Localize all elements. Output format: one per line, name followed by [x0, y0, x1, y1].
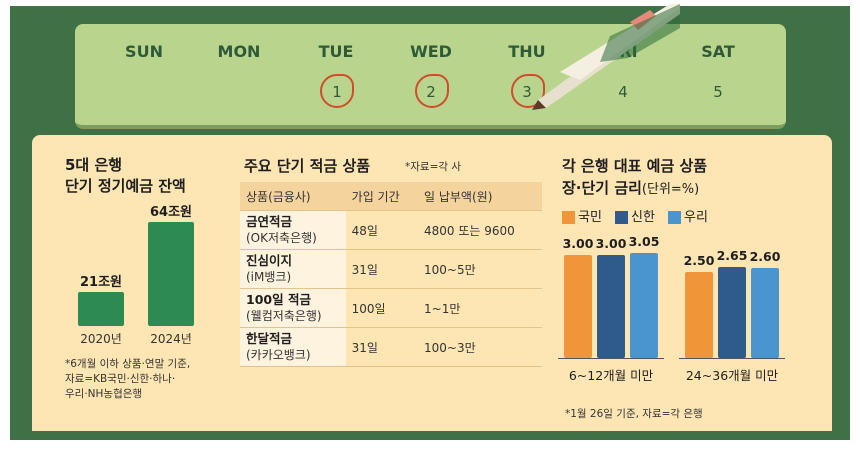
calendar-strip: SUN MON TUE WED THU FRI SAT 1 2 3 4 5 [75, 24, 786, 129]
rates-note: *1월 26일 기준, 자료=각 은행 [565, 408, 703, 420]
date-4: 4 [618, 83, 628, 101]
product-cell: 금연적금 (OK저축은행) [240, 210, 346, 250]
legend-swatch-kookmin [562, 211, 575, 224]
circle-mark-3 [511, 74, 545, 108]
balance-bar [78, 291, 124, 326]
rate-category-label: 24~36개월 미만 [685, 368, 779, 383]
product-bank: (웰컴저축은행) [246, 309, 322, 323]
product-cell: 한달적금 (카카오뱅크) [240, 327, 346, 367]
header-period: 가입 기간 [345, 182, 418, 211]
amount-cell: 100~5만 [418, 249, 542, 289]
rate-value-label: 2.65 [716, 247, 748, 263]
date-1: 1 [332, 83, 342, 101]
product-name: 진심이지 [246, 253, 293, 268]
legend-label-kookmin: 국민 [578, 210, 602, 225]
balance-title-line2: 단기 정기예금 잔액 [65, 177, 186, 195]
product-bank: (OK저축은행) [246, 231, 317, 245]
product-name: 금연적금 [246, 214, 293, 229]
rate-group-baseline [558, 358, 664, 359]
rate-value-label: 3.00 [562, 235, 594, 251]
amount-cell: 1~1만 [418, 288, 542, 328]
rate-group-baseline [679, 358, 785, 359]
header-product: 상품(금융사) [240, 182, 346, 211]
product-bank: (카카오뱅크) [246, 348, 311, 362]
balance-note-2: 자료=KB국민·신한·하나· [65, 373, 176, 385]
rate-value-label: 2.50 [683, 252, 715, 268]
balance-note-1: *6개월 이하 상품·연말 기준, [65, 358, 191, 370]
table-row: 금연적금 (OK저축은행) 48일 4800 또는 9600 [240, 210, 542, 250]
legend-woori: 우리 [668, 210, 708, 225]
day-sat: SAT [701, 42, 735, 61]
product-name: 한달적금 [246, 331, 293, 346]
header-amount: 일 납부액(원) [418, 182, 542, 211]
product-bank: (iM뱅크) [246, 270, 292, 284]
day-thu: THU [508, 42, 546, 61]
rate-value-label: 3.00 [595, 235, 627, 251]
rate-value-label: 2.60 [749, 249, 781, 265]
period-cell: 100일 [345, 288, 418, 328]
balance-value-label: 21조원 [79, 274, 122, 290]
period-cell: 31일 [345, 249, 418, 289]
pencil-icon [532, 4, 680, 110]
legend-swatch-woori [668, 211, 682, 224]
products-table: 상품(금융사) 가입 기간 일 납부액(원) 금연적금 (OK저축은행) 48일 … [240, 182, 542, 367]
date-5: 5 [713, 83, 723, 101]
amount-cell: 4800 또는 9600 [418, 210, 542, 250]
date-3: 3 [522, 83, 532, 101]
rate-bar [597, 254, 625, 358]
rate-bar [685, 271, 713, 358]
products-title: 주요 단기 적금 상품 [244, 157, 371, 175]
rate-category-label: 6~12개월 미만 [568, 368, 654, 383]
balance-year-label: 2024년 [150, 332, 192, 346]
balance-title-line1: 5대 은행 [65, 156, 123, 174]
legend-label-shinhan: 신한 [631, 210, 655, 225]
rates-title-line2: 장·단기 금리(단위=%) [562, 178, 699, 200]
rates-title-text: 장·단기 금리 [562, 179, 642, 197]
circle-mark-1 [320, 74, 354, 108]
period-cell: 48일 [345, 210, 418, 250]
period-cell: 31일 [345, 327, 418, 367]
products-source: *자료=각 사 [405, 161, 462, 173]
rates-title-line1: 각 은행 대표 예금 상품 [562, 157, 708, 175]
day-sun: SUN [125, 42, 163, 61]
day-wed: WED [410, 42, 452, 61]
rate-bar [564, 254, 592, 358]
legend-swatch-shinhan [615, 211, 629, 224]
balance-year-label: 2020년 [80, 332, 122, 346]
legend-label-woori: 우리 [684, 210, 708, 225]
balance-value-label: 64조원 [149, 205, 192, 220]
legend-kookmin: 국민 [562, 210, 602, 225]
product-name: 100일 적금 [246, 292, 311, 307]
balance-note-3: 우리·NH농협은행 [65, 388, 143, 400]
circle-mark-2 [415, 74, 449, 108]
rate-bar [718, 266, 746, 358]
table-row: 진심이지 (iM뱅크) 31일 100~5만 [240, 249, 542, 289]
amount-cell: 100~3만 [418, 327, 542, 367]
product-cell: 100일 적금 (웰컴저축은행) [240, 288, 346, 328]
rates-unit: (단위=%) [641, 182, 700, 197]
rate-bar [751, 268, 779, 358]
product-cell: 진심이지 (iM뱅크) [240, 249, 346, 289]
rates-legend: 국민 신한 우리 [562, 206, 716, 225]
date-2: 2 [426, 83, 436, 101]
table-row: 한달적금 (카카오뱅크) 31일 100~3만 [240, 327, 542, 367]
balance-bar [148, 222, 194, 326]
day-tue: TUE [318, 42, 354, 61]
day-mon: MON [217, 42, 261, 61]
rate-bar [630, 253, 658, 358]
table-row: 100일 적금 (웰컴저축은행) 100일 1~1만 [240, 288, 542, 328]
legend-shinhan: 신한 [615, 210, 655, 225]
rate-value-label: 3.05 [628, 234, 660, 249]
